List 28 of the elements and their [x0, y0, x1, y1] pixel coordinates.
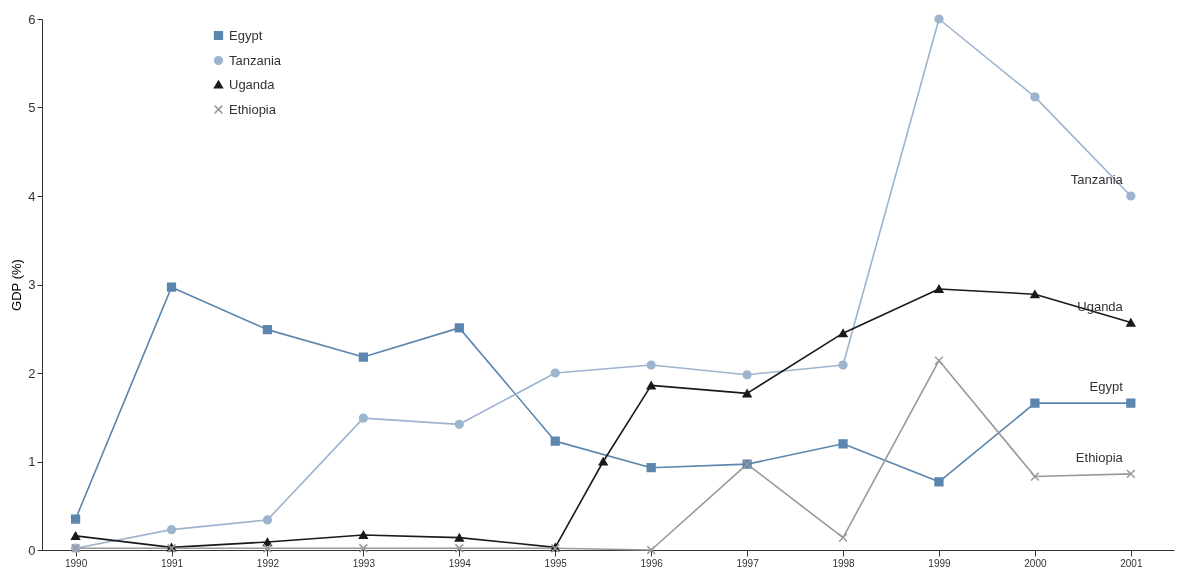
x-tick-label: 1995 [544, 557, 568, 569]
annotation: Tanzania [1070, 172, 1124, 187]
annotation: Ethiopia [1075, 449, 1124, 465]
x-tick-label: 1991 [160, 557, 184, 569]
legend-label: Tanzania [229, 52, 282, 68]
y-tick-label: 6 [28, 11, 36, 27]
x-tick-label: 1990 [64, 557, 88, 569]
x-tick-label: 1997 [736, 557, 760, 569]
y-tick-label: 2 [28, 365, 36, 381]
annotation: Uganda [1077, 298, 1124, 314]
x-tick-label: 1992 [256, 557, 280, 569]
y-tick-label: 1 [28, 454, 36, 469]
y-tick-label: 4 [28, 188, 36, 204]
legend-label: Uganda [229, 76, 276, 92]
x-tick-label: 1998 [832, 557, 856, 569]
x-tick-label: 1994 [448, 557, 472, 569]
x-tick-label: 2000 [1024, 557, 1047, 569]
x-tick-label: 2001 [1120, 557, 1143, 569]
x-tick-label: 1996 [640, 557, 664, 569]
legend-label: Egypt [229, 27, 263, 43]
annotation: Egypt [1089, 379, 1124, 395]
y-tick-label: 0 [28, 542, 36, 558]
x-tick-label: 1999 [928, 557, 952, 569]
y-axis-title: GDP (%) [9, 259, 25, 311]
x-tick-label: 1993 [352, 557, 376, 569]
y-tick-label: 3 [28, 277, 36, 292]
y-tick-label: 5 [28, 100, 36, 115]
legend-label: Ethiopia [229, 101, 277, 117]
